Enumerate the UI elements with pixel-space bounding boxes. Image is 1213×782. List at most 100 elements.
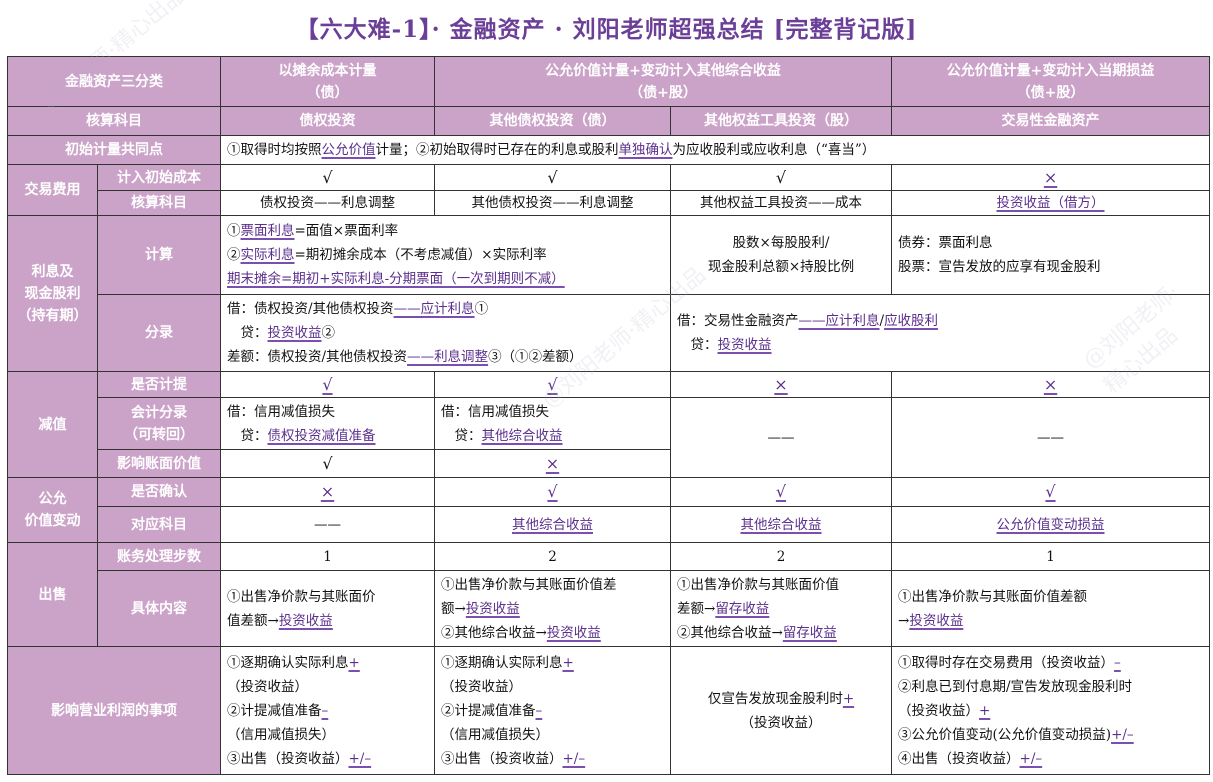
text-line: ②利息已到付息期/宣告发放现金股利时	[898, 675, 1203, 699]
text-line: （投资收益）	[677, 711, 885, 735]
steps-value: 1	[220, 542, 435, 571]
account-trading: 交易性金融资产	[891, 106, 1211, 136]
financial-assets-summary-table: 金融资产三分类 以摊余成本计量 （债） 公允价值计量+变动计入其他综合收益 （债+股…	[7, 56, 1211, 775]
text-segment: 差额：债权投资/其他债权投资	[227, 349, 408, 365]
key-term: +/–	[1019, 750, 1043, 767]
text-line: 借：信用减值损失	[441, 400, 664, 424]
impair-accrue-row: 减值 是否计提 √ √ × ×	[7, 371, 1211, 478]
profit-item: 仅宣告发放现金股利时+ （投资收益）	[669, 646, 893, 775]
text-segment: =面值×票面利率	[294, 223, 399, 239]
classification-header: 金融资产三分类	[7, 56, 221, 107]
impairment-label: 减值	[7, 371, 98, 478]
fee-account: 债权投资——利息调整	[220, 190, 435, 216]
fee-account: 其他权益工具投资——成本	[669, 190, 893, 216]
key-term: 投资收益	[465, 600, 520, 617]
text-line: 借：交易性金融资产——应计利息/应收股利	[677, 309, 1203, 333]
calc-equity: 股数×每股股利/现金股利总额×持股比例	[669, 215, 893, 295]
text-line: ②实际利息=期初摊余成本（不考虑减值）×实际利率	[227, 243, 664, 267]
text-segment: 贷：	[677, 337, 718, 353]
text-line: 贷：债权投资减值准备	[227, 424, 428, 448]
check-mark: √	[547, 482, 558, 501]
key-term: ——应计利息	[393, 301, 475, 317]
text-line: ④出售（投资收益）+/–	[898, 747, 1203, 771]
key-term: 投资收益	[546, 624, 601, 641]
fv-account: 其他综合收益	[512, 516, 593, 533]
cross-mark: ×	[545, 453, 560, 473]
text-segment: 借：债权投资/其他债权投资	[227, 301, 394, 317]
fv-account-row: 对应科目 —— 其他综合收益 其他综合收益 公允价值变动损益	[8, 506, 1211, 543]
key-term: 单独确认	[618, 142, 673, 158]
text-segment: （投资收益）	[898, 702, 980, 719]
key-term: +/–	[1111, 726, 1134, 743]
text-segment: （投资收益）	[740, 714, 822, 731]
text-segment: ②计提减值准备	[227, 702, 322, 719]
text-line: ③出售（投资收益）+/–	[441, 747, 664, 771]
text-segment: ②计提减值准备	[441, 702, 536, 719]
text-line: ②其他综合收益→留存收益	[677, 621, 885, 645]
key-term: +	[562, 654, 574, 671]
text-line: ①出售净价款与其账面价	[227, 585, 428, 609]
accounts-label: 核算科目	[7, 106, 221, 136]
text-segment: ①出售净价款与其账面价值差额	[898, 588, 1088, 605]
text-line: 股票：宣告发放的应享有现金股利	[898, 255, 1203, 279]
profit-item: ①取得时存在交易费用（投资收益）– ②利息已到付息期/宣告发放现金股利时 （投资收益…	[891, 646, 1211, 775]
text-line: 仅宣告发放现金股利时+	[677, 687, 885, 711]
cross-mark: ×	[774, 374, 788, 394]
fees-row-2: 核算科目 债权投资——利息调整 其他债权投资——利息调整 其他权益工具投资——成…	[8, 190, 1211, 216]
fv-recognize-row: 公允 价值变动 是否确认 × √ √ √	[7, 477, 1211, 543]
key-term: 投资收益	[267, 325, 322, 341]
calc-trading: 债券：票面利息 股票：宣告发放的应享有现金股利	[891, 215, 1211, 295]
text-segment: 贷：	[227, 427, 268, 444]
calc-label: 计算	[97, 215, 221, 295]
text-segment: →	[898, 612, 910, 629]
profit-item: ①逐期确认实际利息+ （投资收益） ②计提减值准备– （信用减值损失） ③出售（投资收益…	[220, 646, 435, 775]
account-other-equity: 其他权益工具投资（股）	[669, 106, 893, 136]
text-line: 差额：债权投资/其他债权投资——利息调整③（①②差额）	[227, 345, 664, 369]
text-segment: 股数×每股股利/	[732, 235, 830, 251]
account-debt: 债权投资	[220, 106, 435, 136]
impair-entry-row: 会计分录 （可转回） 借：信用减值损失 贷：债权投资减值准备 借：信用减值损失 贷…	[8, 397, 1211, 478]
text-segment: ③（①②差额）	[488, 349, 583, 365]
text-segment: =期初摊余成本（不考虑减值）×实际利率	[294, 247, 547, 263]
text-line: （信用减值损失）	[441, 723, 664, 747]
fees-label: 交易费用	[7, 164, 98, 216]
check-mark: √	[434, 164, 671, 191]
entry-other: 借：交易性金融资产——应计利息/应收股利 贷：投资收益	[669, 294, 1211, 372]
text-line: （投资收益）	[227, 675, 428, 699]
impair-carrying-row: 影响账面价值 √ ×	[8, 449, 1210, 478]
sale-content: ①出售净价款与其账面价值差额 →投资收益	[891, 570, 1211, 647]
profit-item: ①逐期确认实际利息+ （投资收益） ②计提减值准备– （信用减值损失） ③出售（投资收益…	[434, 646, 671, 775]
text-line: （投资收益）+	[898, 699, 1203, 723]
text-segment: ①逐期确认实际利息	[227, 654, 349, 671]
text-line: 贷：投资收益	[677, 333, 1203, 357]
dash: ——	[891, 397, 1211, 478]
text-segment: 借：信用减值损失	[227, 403, 335, 420]
key-term: +	[348, 654, 360, 671]
text-line: ①逐期确认实际利息+	[441, 651, 664, 675]
text-line: ②其他综合收益→投资收益	[441, 621, 664, 645]
text-segment: ①	[474, 301, 489, 317]
text-line: ①出售净价款与其账面价值差	[441, 573, 664, 597]
text-segment: 借：交易性金融资产	[677, 313, 799, 329]
impair-entry-debt: 借：信用减值损失 贷：债权投资减值准备	[220, 397, 435, 450]
amortized-header: 以摊余成本计量 （债）	[220, 56, 435, 107]
text-line: →投资收益	[898, 609, 1203, 633]
text-segment: 仅宣告发放现金股利时	[707, 690, 843, 707]
key-term: 留存收益	[782, 624, 837, 641]
entry-label: 分录	[97, 294, 221, 372]
sale-label: 出售	[7, 542, 98, 647]
fee-account: 其他债权投资——利息调整	[434, 190, 671, 216]
content-label: 具体内容	[97, 570, 221, 647]
text-line: 值差额→投资收益	[227, 609, 428, 633]
accrue-label: 是否计提	[97, 371, 221, 398]
dash: ——	[220, 506, 435, 543]
fees-row-1: 交易费用 计入初始成本 √ √ √ ×	[7, 164, 1211, 216]
recognize-label: 是否确认	[97, 477, 221, 507]
key-term: 其他综合收益	[481, 427, 563, 444]
key-term: +	[979, 702, 991, 719]
text-line: 债券：票面利息	[898, 231, 1203, 255]
text-line: ①逐期确认实际利息+	[227, 651, 428, 675]
text-line: ①取得时存在交易费用（投资收益）–	[898, 651, 1203, 675]
key-term: 投资收益	[278, 612, 333, 629]
text-line: ②计提减值准备–	[441, 699, 664, 723]
